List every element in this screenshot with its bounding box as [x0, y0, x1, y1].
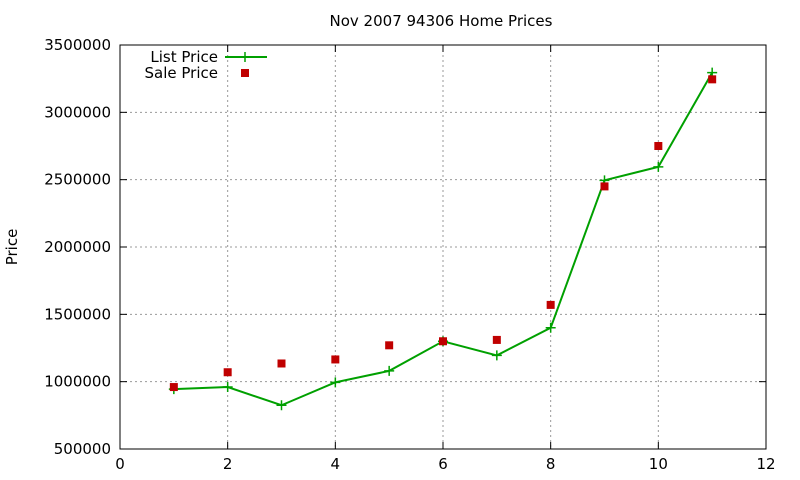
- tick-layer: 500000 1000000 1500000 2000000 2500000 300000…: [44, 36, 775, 473]
- sale-price-point: [331, 355, 340, 364]
- y-tick-label: 2000000: [44, 238, 111, 256]
- list-price-point: [545, 322, 556, 333]
- list-price-point: [384, 365, 395, 376]
- sale-price-point: [546, 300, 555, 309]
- plot-frame: [119, 44, 767, 450]
- y-tick-label: 1500000: [44, 305, 111, 323]
- x-tick-label: 0: [115, 455, 125, 473]
- series-layer: [168, 67, 718, 411]
- list-price-point: [653, 161, 664, 172]
- legend-label-sale-price: Sale Price: [145, 64, 218, 82]
- sale-price-point: [654, 142, 663, 150]
- x-tick-label: 12: [756, 455, 775, 473]
- x-tick-label: 6: [438, 455, 448, 473]
- list-price-point: [222, 382, 233, 393]
- sale-price-point: [385, 341, 394, 350]
- list-price-point: [491, 350, 502, 361]
- sale-price-point: [439, 337, 447, 346]
- list-price-point: [276, 400, 287, 411]
- sale-price-point: [223, 368, 232, 377]
- list-price-point: [330, 377, 341, 388]
- x-tick-label: 8: [546, 455, 556, 473]
- x-tick-label: 2: [223, 455, 233, 473]
- sale-price-point: [708, 75, 717, 84]
- sale-price-point: [492, 335, 501, 344]
- x-tick-label: 10: [649, 455, 668, 473]
- y-tick-label: 3000000: [44, 103, 111, 121]
- y-tick-label: 1000000: [44, 373, 111, 391]
- y-axis-label: Price: [3, 229, 21, 266]
- sale-price-point: [169, 383, 178, 392]
- legend-marker-sale-price: [241, 69, 249, 77]
- y-tick-label: 3500000: [44, 36, 111, 54]
- y-tick-label: 500000: [54, 440, 111, 458]
- chart-title: Nov 2007 94306 Home Prices: [330, 12, 553, 30]
- sale-price-point: [277, 359, 286, 368]
- legend-marker-list-price: [240, 52, 250, 62]
- legend-label-list-price: List Price: [150, 48, 218, 66]
- sale-price-point: [600, 182, 609, 191]
- y-tick-label: 2500000: [44, 171, 111, 189]
- x-tick-label: 4: [331, 455, 341, 473]
